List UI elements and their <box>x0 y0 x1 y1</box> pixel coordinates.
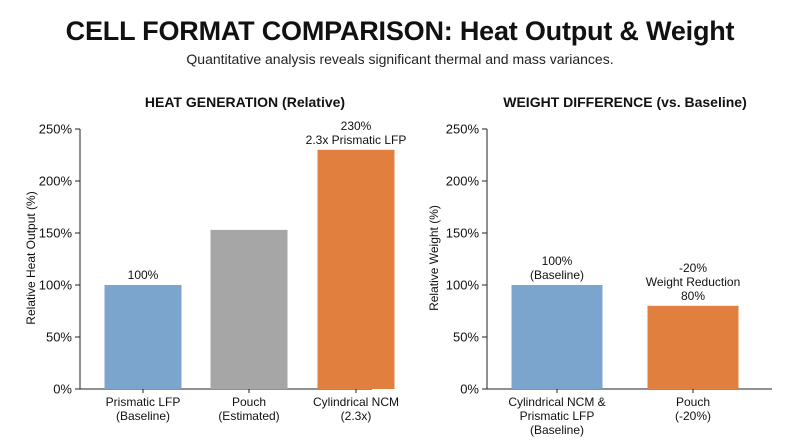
y-tick-label: 50% <box>453 330 479 345</box>
y-tick-label: 50% <box>46 330 72 345</box>
x-tick-label: Cylindrical NCM <box>313 395 399 409</box>
bar <box>511 285 603 389</box>
data-label: 230% <box>341 119 372 133</box>
panel-title: HEAT GENERATION (Relative) <box>145 94 345 110</box>
chart-subtitle: Quantitative analysis reveals significan… <box>186 51 614 67</box>
x-tick-label: Pouch <box>676 395 710 409</box>
data-label: 2.3x Prismatic LFP <box>306 133 407 147</box>
x-tick-label: (Estimated) <box>218 409 279 423</box>
x-tick-label: (2.3x) <box>341 409 372 423</box>
x-tick-label: (-20%) <box>675 409 711 423</box>
y-axis-label: Relative Weight (%) <box>427 205 441 311</box>
y-tick-label: 100% <box>39 278 73 293</box>
x-tick-label: Cylindrical NCM & <box>508 395 605 409</box>
y-tick-label: 0% <box>460 382 479 397</box>
y-tick-label: 200% <box>446 174 480 189</box>
data-label: (Baseline) <box>530 268 584 282</box>
y-tick-label: 150% <box>39 226 73 241</box>
x-tick-label: (Baseline) <box>116 409 170 423</box>
data-label: -20% <box>679 261 707 275</box>
x-tick-label: Pouch <box>232 395 266 409</box>
bar <box>104 285 182 389</box>
bar <box>317 149 395 389</box>
panel-title: WEIGHT DIFFERENCE (vs. Baseline) <box>503 94 746 110</box>
y-axis-label: Relative Heat Output (%) <box>24 191 38 324</box>
y-tick-label: 200% <box>39 174 73 189</box>
y-tick-label: 250% <box>39 122 73 137</box>
x-tick-label: Prismatic LFP <box>106 395 181 409</box>
y-tick-label: 0% <box>53 382 72 397</box>
data-label: 100% <box>128 268 159 282</box>
data-label: 100% <box>542 254 573 268</box>
y-tick-label: 100% <box>446 278 480 293</box>
data-label: 80% <box>681 289 705 303</box>
data-label: Weight Reduction <box>646 275 741 289</box>
bar <box>210 229 288 389</box>
x-tick-label: (Baseline) <box>530 423 584 437</box>
chart-title: CELL FORMAT COMPARISON: Heat Output & We… <box>65 16 735 46</box>
bar <box>647 305 739 389</box>
y-tick-label: 250% <box>446 122 480 137</box>
y-tick-label: 150% <box>446 226 480 241</box>
x-tick-label: Prismatic LFP <box>520 409 595 423</box>
